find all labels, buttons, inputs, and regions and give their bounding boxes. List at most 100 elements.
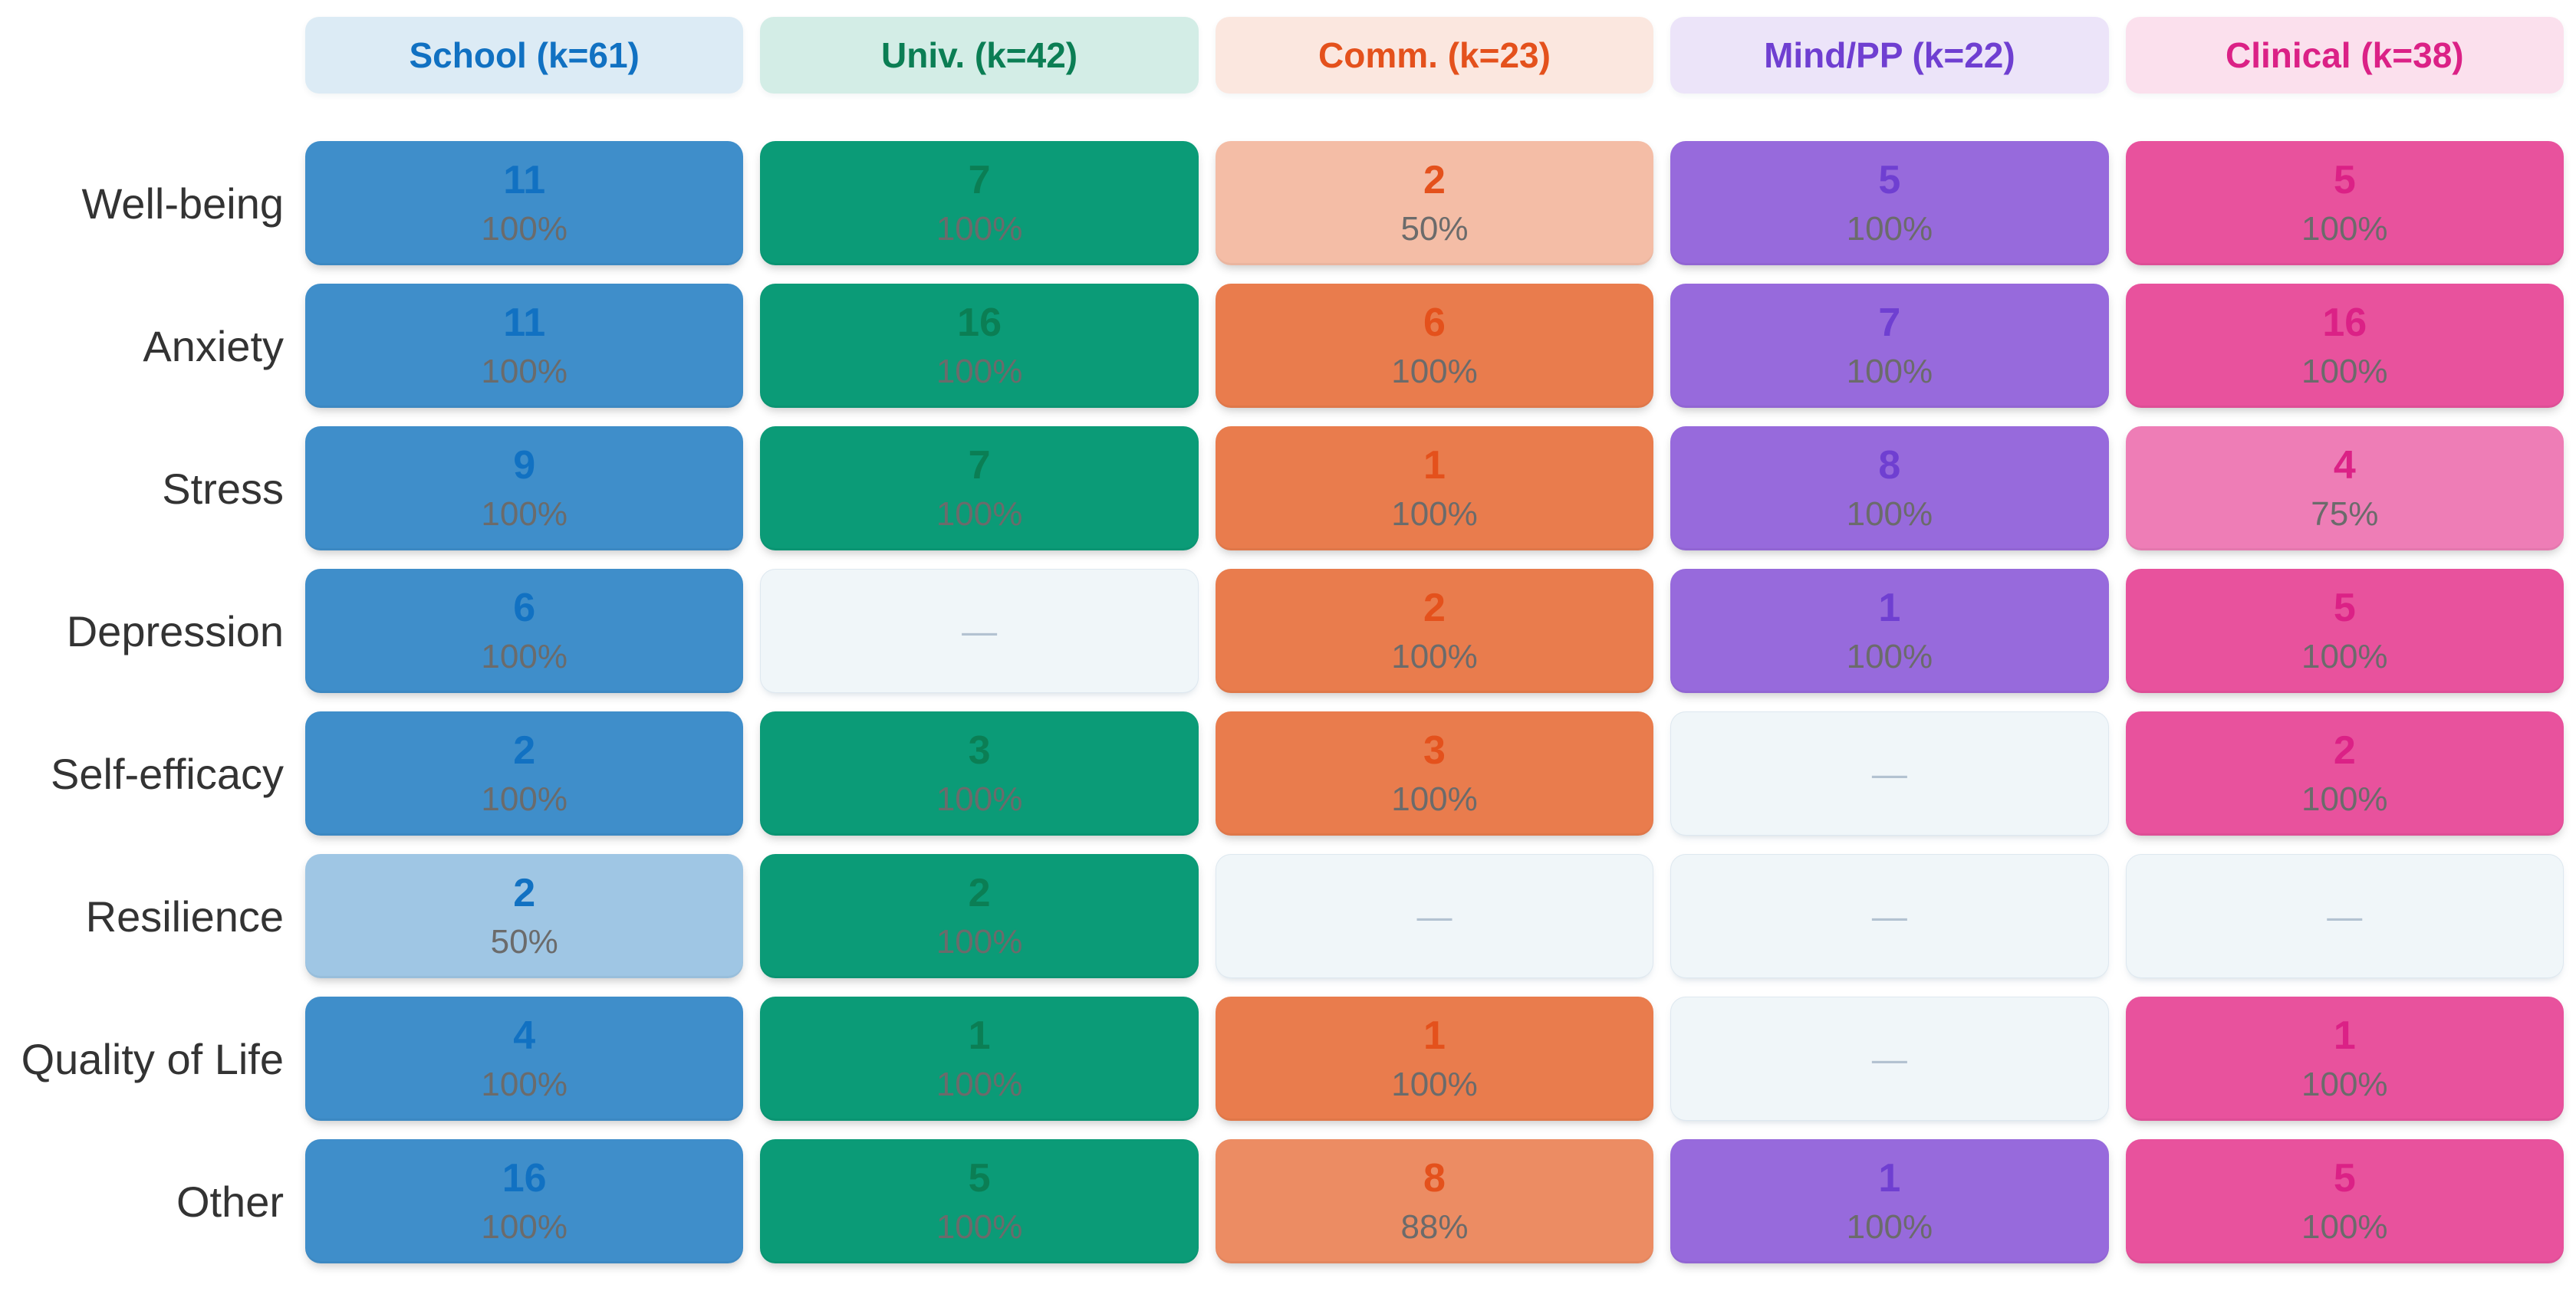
cell-anxiety-mind-pp: 7 100%	[1670, 284, 2109, 408]
cell-percent: 100%	[1846, 210, 1933, 248]
cell-well-being-univ: 7 100%	[760, 141, 1199, 265]
row-label-other: Other	[176, 1177, 284, 1226]
cell-percent: 100%	[1391, 1066, 1478, 1103]
cell-count: 5	[2333, 586, 2356, 630]
cell-count: 6	[1423, 301, 1446, 345]
empty-dash: —	[1416, 896, 1452, 936]
cell-depression-mind-pp: 1 100%	[1670, 569, 2109, 693]
cell-count: 4	[2333, 443, 2356, 488]
cell-percent: 100%	[481, 353, 568, 390]
cell-other-mind-pp: 1 100%	[1670, 1139, 2109, 1263]
cell-count: 5	[2333, 158, 2356, 202]
cell-percent: 100%	[481, 638, 568, 675]
cell-self-efficacy-clinical: 2 100%	[2125, 711, 2564, 836]
cell-depression-comm: 2 100%	[1215, 569, 1654, 693]
cell-percent: 100%	[2301, 1066, 2388, 1103]
column-header-mind-pp: Mind/PP (k=22)	[1670, 17, 2109, 94]
cell-depression-univ-empty: —	[760, 569, 1199, 693]
cell-stress-comm: 1 100%	[1215, 426, 1654, 550]
cell-count: 2	[513, 728, 536, 773]
cell-percent: 50%	[1400, 210, 1469, 248]
cell-count: 3	[968, 728, 991, 773]
cell-percent: 100%	[2301, 1208, 2388, 1246]
cell-count: 3	[1423, 728, 1446, 773]
column-header-univ: Univ. (k=42)	[760, 17, 1199, 94]
cell-resilience-school: 2 50%	[305, 854, 744, 978]
column-header-comm: Comm. (k=23)	[1215, 17, 1654, 94]
cell-count: 5	[968, 1156, 991, 1201]
cell-count: 2	[2333, 728, 2356, 773]
cell-self-efficacy-school: 2 100%	[305, 711, 744, 836]
cell-percent: 100%	[936, 780, 1023, 818]
cell-other-clinical: 5 100%	[2125, 1139, 2564, 1263]
cell-count: 1	[1423, 1013, 1446, 1058]
cell-count: 8	[1878, 443, 1901, 488]
row-label-stress: Stress	[162, 464, 284, 513]
cell-stress-clinical: 4 75%	[2125, 426, 2564, 550]
cell-anxiety-univ: 16 100%	[760, 284, 1199, 408]
cell-quality-of-life-univ: 1 100%	[760, 997, 1199, 1121]
cell-well-being-mind-pp: 5 100%	[1670, 141, 2109, 265]
cell-count: 6	[513, 586, 536, 630]
cell-count: 16	[957, 301, 1002, 345]
cell-percent: 100%	[936, 1066, 1023, 1103]
cell-count: 11	[503, 158, 546, 202]
cell-count: 2	[513, 871, 536, 915]
cell-count: 1	[1878, 1156, 1901, 1201]
cell-resilience-mind-pp-empty: —	[1670, 854, 2109, 978]
cell-percent: 100%	[1846, 638, 1933, 675]
cell-count: 16	[502, 1156, 547, 1201]
cell-count: 8	[1423, 1156, 1446, 1201]
cell-percent: 100%	[481, 1066, 568, 1103]
cell-well-being-comm: 2 50%	[1215, 141, 1654, 265]
cell-count: 2	[1423, 158, 1446, 202]
cell-percent: 100%	[481, 210, 568, 248]
row-label-resilience: Resilience	[85, 892, 284, 941]
cell-percent: 100%	[481, 1208, 568, 1246]
cell-percent: 100%	[2301, 210, 2388, 248]
row-label-well-being: Well-being	[81, 179, 284, 228]
cell-anxiety-clinical: 16 100%	[2125, 284, 2564, 408]
cell-stress-mind-pp: 8 100%	[1670, 426, 2109, 550]
cell-count: 1	[2333, 1013, 2356, 1058]
cell-percent: 100%	[1391, 638, 1478, 675]
cell-count: 5	[2333, 1156, 2356, 1201]
cell-percent: 100%	[936, 923, 1023, 961]
empty-dash: —	[2327, 896, 2363, 936]
cell-percent: 100%	[1391, 353, 1478, 390]
cell-percent: 100%	[481, 780, 568, 818]
cell-percent: 100%	[1391, 780, 1478, 818]
cell-count: 2	[1423, 586, 1446, 630]
cell-percent: 100%	[936, 353, 1023, 390]
cell-self-efficacy-comm: 3 100%	[1215, 711, 1654, 836]
cell-stress-school: 9 100%	[305, 426, 744, 550]
cell-count: 1	[1423, 443, 1446, 488]
header-corner-spacer	[18, 17, 288, 94]
cell-percent: 50%	[490, 923, 558, 961]
column-headers: School (k=61) Univ. (k=42) Comm. (k=23) …	[18, 17, 2564, 94]
cell-count: 1	[968, 1013, 991, 1058]
cell-count: 2	[968, 871, 991, 915]
cell-count: 4	[513, 1013, 536, 1058]
cell-percent: 100%	[1391, 495, 1478, 533]
cell-percent: 100%	[1846, 495, 1933, 533]
cell-count: 1	[1878, 586, 1901, 630]
cell-count: 16	[2322, 301, 2367, 345]
cell-percent: 100%	[1846, 1208, 1933, 1246]
cell-stress-univ: 7 100%	[760, 426, 1199, 550]
cell-count: 11	[503, 301, 546, 345]
cell-count: 5	[1878, 158, 1901, 202]
cell-quality-of-life-school: 4 100%	[305, 997, 744, 1121]
empty-dash: —	[1871, 1039, 1907, 1079]
cell-quality-of-life-clinical: 1 100%	[2125, 997, 2564, 1121]
cell-percent: 100%	[1846, 353, 1933, 390]
row-label-depression: Depression	[66, 606, 284, 655]
cell-depression-clinical: 5 100%	[2125, 569, 2564, 693]
cell-count: 7	[968, 158, 991, 202]
cell-percent: 100%	[481, 495, 568, 533]
cell-percent: 100%	[936, 210, 1023, 248]
cell-count: 7	[1878, 301, 1901, 345]
cell-resilience-comm-empty: —	[1215, 854, 1654, 978]
cell-other-univ: 5 100%	[760, 1139, 1199, 1263]
column-header-school: School (k=61)	[305, 17, 744, 94]
